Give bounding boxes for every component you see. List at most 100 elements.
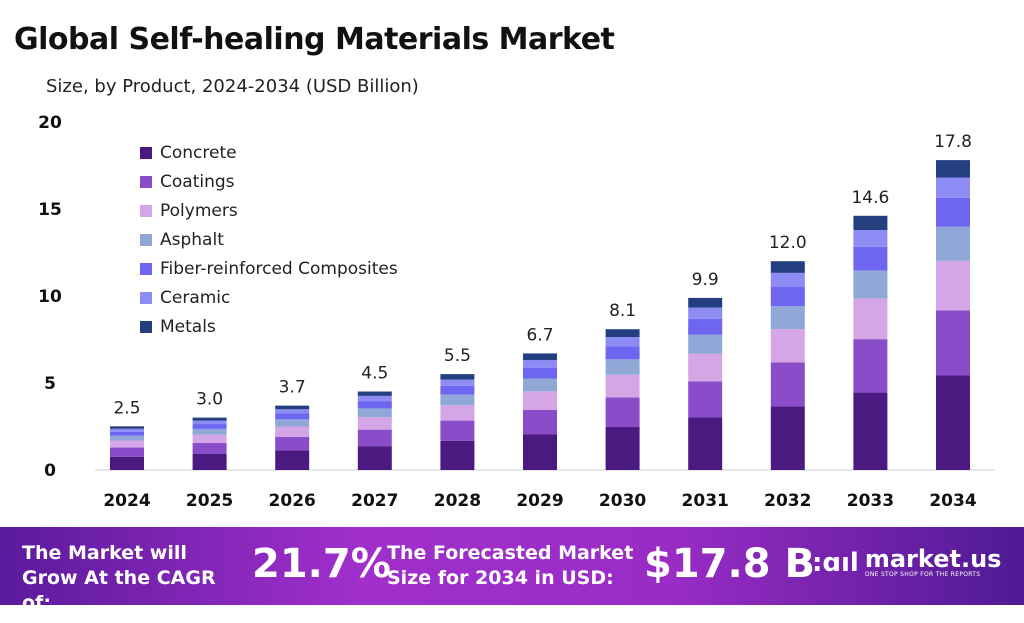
x-tick-label: 2029	[516, 491, 563, 511]
forecast-value: $17.8 B	[644, 541, 815, 587]
legend-item: Fiber-reinforced Composites	[140, 254, 398, 283]
bar-segment-concrete	[523, 434, 557, 470]
bar-segment-polymers	[605, 374, 640, 398]
cagr-label: The Market will Grow At the CAGR of:	[22, 542, 216, 614]
bar-segment-metals	[936, 160, 970, 178]
legend-swatch	[140, 175, 152, 188]
bar-segment-metals	[853, 215, 888, 231]
legend-item: Metals	[140, 312, 398, 341]
x-tick-label: 2034	[929, 491, 976, 511]
legend-item: Coatings	[140, 167, 398, 196]
bar-segment-coatings	[110, 447, 144, 457]
bar-segment-polymers	[523, 391, 557, 410]
total-label: 3.7	[279, 378, 306, 398]
bar-segment-metals	[192, 417, 227, 421]
bar-segment-ceramic	[770, 272, 805, 287]
bar-segment-ceramic	[275, 409, 310, 414]
forecast-label: The Forecasted Market Size for 2034 in U…	[387, 542, 634, 589]
brand-logo: :ɑıl market.us ONE STOP SHOP FOR THE REP…	[812, 547, 1001, 578]
chart-subtitle: Size, by Product, 2024-2034 (USD Billion…	[46, 76, 419, 97]
x-tick-label: 2033	[847, 491, 894, 511]
legend-label: Ceramic	[160, 287, 231, 308]
bar-segment-metals	[688, 297, 723, 308]
x-tick-label: 2032	[764, 491, 811, 511]
bar-segment-ceramic	[688, 307, 723, 319]
bar-segment-asphalt	[770, 306, 805, 330]
total-label: 14.6	[851, 188, 889, 208]
bar-segment-metals	[770, 261, 805, 273]
bar-segment-asphalt	[936, 226, 970, 261]
bar-segment-metals	[110, 426, 144, 429]
bar-segment-ceramic	[192, 420, 227, 425]
bar-segment-concrete	[936, 375, 970, 470]
bar-segment-polymers	[440, 405, 475, 421]
bar-segment-ceramic	[440, 379, 475, 386]
y-tick-label: 20	[38, 113, 62, 133]
bar-segment-ceramic	[110, 428, 144, 432]
bar-segment-coatings	[440, 420, 475, 441]
bar-segment-concrete	[440, 440, 475, 470]
bar-segment-polymers	[688, 353, 723, 382]
x-tick-label: 2027	[351, 491, 398, 511]
bar-segment-metals	[357, 391, 392, 396]
bar-segment-asphalt	[357, 408, 392, 418]
legend-label: Asphalt	[160, 229, 224, 250]
bar-segment-metals	[440, 374, 475, 380]
brand-name: market.us	[864, 545, 1002, 573]
bar-segment-coatings	[688, 381, 723, 418]
y-tick-label: 15	[38, 200, 62, 220]
bar-segment-polymers	[275, 426, 310, 437]
bar-segment-coatings	[853, 339, 888, 393]
total-label: 12.0	[769, 233, 807, 253]
x-tick-label: 2025	[186, 491, 233, 511]
legend-item: Ceramic	[140, 283, 398, 312]
legend-item: Asphalt	[140, 225, 398, 254]
legend-swatch	[140, 291, 152, 304]
total-label: 2.5	[113, 398, 140, 418]
total-label: 5.5	[444, 346, 471, 366]
legend-label: Coatings	[160, 171, 235, 192]
bar-segment-asphalt	[192, 428, 227, 435]
bar-segment-concrete	[275, 450, 310, 470]
bar-segment-fiber-reinforced-composites	[688, 318, 723, 335]
legend-swatch	[140, 262, 152, 275]
bar-segment-polymers	[770, 329, 805, 363]
bar-segment-metals	[275, 405, 310, 410]
bar-segment-coatings	[770, 362, 805, 407]
bar-segment-concrete	[110, 456, 144, 470]
bar-segment-asphalt	[440, 394, 475, 406]
x-tick-label: 2028	[434, 491, 481, 511]
bar-segment-coatings	[936, 310, 970, 376]
bar-segment-concrete	[357, 446, 392, 470]
bar-segment-coatings	[605, 397, 640, 428]
bar-segment-ceramic	[936, 177, 970, 198]
bar-segment-polymers	[853, 298, 888, 340]
bar-segment-asphalt	[523, 378, 557, 392]
brand-tagline: ONE STOP SHOP FOR THE REPORTS	[864, 571, 981, 578]
y-tick-label: 10	[38, 287, 62, 307]
bar-segment-polymers	[357, 417, 392, 430]
bar-segment-fiber-reinforced-composites	[770, 286, 805, 307]
y-tick-label: 5	[44, 374, 56, 394]
total-label: 6.7	[526, 325, 553, 345]
bar-segment-asphalt	[853, 270, 888, 299]
legend-swatch	[140, 233, 152, 246]
legend-item: Concrete	[140, 138, 398, 167]
total-label: 4.5	[361, 364, 388, 384]
legend-swatch	[140, 204, 152, 217]
bar-segment-fiber-reinforced-composites	[440, 385, 475, 395]
legend-label: Polymers	[160, 200, 238, 221]
bar-segment-concrete	[605, 427, 640, 470]
x-tick-label: 2031	[682, 491, 729, 511]
bar-segment-polymers	[936, 260, 970, 311]
legend-swatch	[140, 320, 152, 333]
bar-segment-fiber-reinforced-composites	[605, 346, 640, 360]
total-label: 8.1	[609, 301, 636, 321]
bar-segment-concrete	[770, 406, 805, 470]
bar-segment-ceramic	[523, 360, 557, 368]
legend: Concrete Coatings Polymers Asphalt Fiber-rei…	[140, 138, 398, 341]
x-tick-label: 2030	[599, 491, 646, 511]
bar-segment-coatings	[357, 429, 392, 447]
legend-label: Concrete	[160, 142, 237, 163]
bar-segment-coatings	[275, 436, 310, 451]
